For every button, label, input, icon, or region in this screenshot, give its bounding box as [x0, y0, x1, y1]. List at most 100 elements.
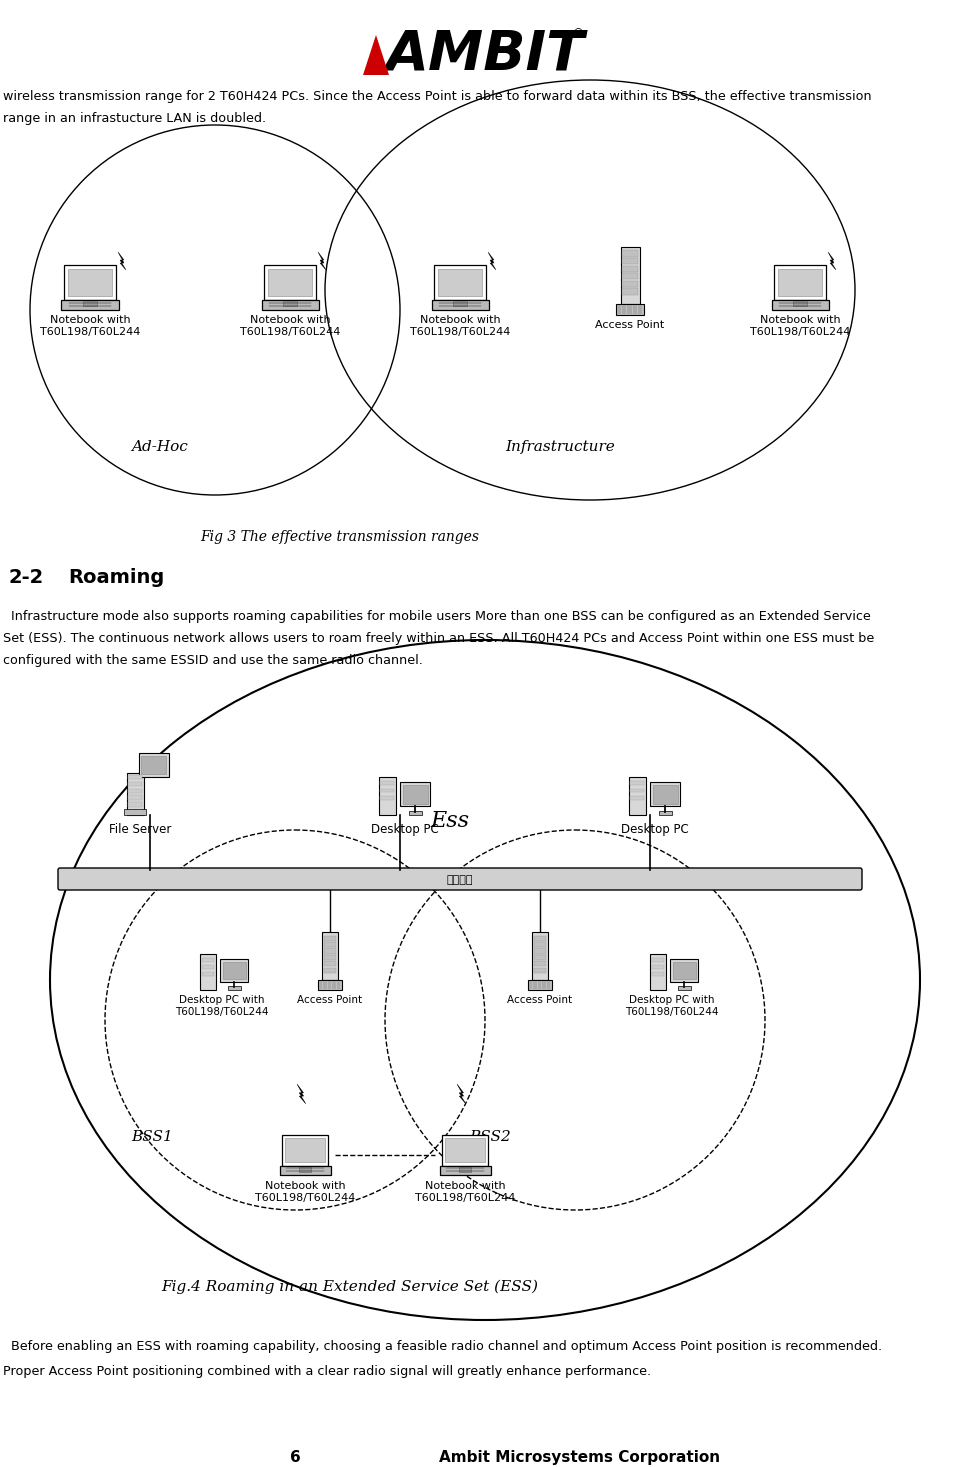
Bar [622, 289, 638, 295]
Bar [532, 933, 548, 980]
Bar [652, 973, 664, 976]
Bar [124, 808, 146, 816]
Bar [547, 981, 551, 989]
Bar [658, 811, 672, 816]
Bar [431, 299, 488, 310]
Bar [622, 305, 626, 314]
Bar [200, 954, 216, 990]
Bar [630, 797, 644, 800]
Bar [228, 986, 241, 990]
Text: Access Point: Access Point [508, 995, 573, 1005]
Bar [622, 280, 638, 288]
Text: Access Point: Access Point [297, 995, 362, 1005]
Bar [670, 959, 698, 981]
Polygon shape [488, 252, 496, 270]
Bar [409, 811, 422, 816]
Polygon shape [297, 1084, 306, 1103]
Bar [653, 785, 678, 804]
Text: Notebook with
T60L198/T60L244: Notebook with T60L198/T60L244 [415, 1181, 516, 1203]
Bar [622, 251, 638, 257]
Bar [438, 268, 482, 296]
Bar [652, 958, 664, 961]
Text: Ambit Microsystems Corporation: Ambit Microsystems Corporation [440, 1449, 720, 1466]
Bar [533, 981, 537, 989]
Text: Notebook with
T60L198/T60L244: Notebook with T60L198/T60L244 [410, 315, 510, 336]
Text: 2-2: 2-2 [8, 568, 44, 587]
Bar [673, 962, 696, 980]
Bar [538, 981, 542, 989]
Bar [629, 776, 646, 816]
Bar [381, 789, 394, 792]
Bar [268, 268, 312, 296]
Bar [534, 948, 547, 954]
Bar [622, 273, 638, 279]
Bar [633, 305, 637, 314]
Bar [202, 965, 215, 968]
Bar [323, 955, 336, 959]
Bar [318, 980, 342, 990]
Text: Desktop PC: Desktop PC [621, 823, 688, 836]
Text: AMBIT: AMBIT [385, 28, 585, 82]
Text: ®: ® [572, 28, 583, 38]
Bar [128, 795, 142, 800]
Text: 乙太網路: 乙太網路 [447, 874, 473, 885]
Bar [381, 780, 394, 785]
Text: Notebook with
T60L198/T60L244: Notebook with T60L198/T60L244 [750, 315, 851, 336]
Bar [529, 981, 532, 989]
Polygon shape [828, 252, 836, 270]
FancyBboxPatch shape [58, 868, 862, 890]
Bar [202, 973, 215, 976]
Bar [630, 789, 644, 792]
Bar [620, 246, 640, 304]
Text: 6: 6 [289, 1449, 300, 1466]
Text: File Server: File Server [109, 823, 171, 836]
Text: Infrastructure: Infrastructure [505, 440, 615, 453]
Bar [128, 789, 142, 792]
Bar [318, 981, 322, 989]
Bar [264, 266, 316, 299]
Bar [379, 776, 396, 816]
Bar [651, 782, 680, 807]
Bar [403, 785, 427, 804]
Bar [128, 775, 142, 779]
Bar [650, 954, 666, 990]
Bar [128, 802, 142, 807]
Bar [440, 1166, 490, 1175]
Bar [622, 258, 638, 264]
Bar [638, 305, 643, 314]
Text: Ad-Hoc: Ad-Hoc [132, 440, 188, 453]
Text: Notebook with
T60L198/T60L244: Notebook with T60L198/T60L244 [40, 315, 140, 336]
Bar [627, 305, 632, 314]
Text: Fig.4 Roaming in an Extended Service Set (ESS): Fig.4 Roaming in an Extended Service Set… [161, 1281, 539, 1294]
Bar [68, 268, 112, 296]
Bar [534, 936, 547, 940]
Bar [126, 773, 144, 816]
Text: Roaming: Roaming [68, 568, 164, 587]
Bar [328, 981, 331, 989]
Bar [323, 936, 336, 940]
Bar [652, 965, 664, 968]
Bar [453, 301, 467, 307]
Bar [434, 266, 486, 299]
Polygon shape [318, 252, 326, 270]
Bar [285, 1138, 324, 1162]
Text: Ess: Ess [430, 810, 470, 832]
Bar [220, 959, 249, 981]
Bar [774, 266, 825, 299]
Text: Infrastructure mode also supports roaming capabilities for mobile users More tha: Infrastructure mode also supports roamin… [3, 610, 871, 623]
Bar [630, 780, 644, 785]
Bar [282, 1135, 328, 1166]
Text: Set (ESS). The continuous network allows users to roam freely within an ESS. All: Set (ESS). The continuous network allows… [3, 632, 874, 645]
Bar [381, 797, 394, 800]
Bar [139, 753, 169, 776]
Polygon shape [457, 1084, 466, 1103]
Text: Desktop PC with
T60L198/T60L244: Desktop PC with T60L198/T60L244 [175, 995, 269, 1017]
Bar [400, 782, 430, 807]
Text: Fig 3 The effective transmission ranges: Fig 3 The effective transmission ranges [200, 530, 480, 544]
Bar [534, 968, 547, 973]
Text: Notebook with
T60L198/T60L244: Notebook with T60L198/T60L244 [254, 1181, 355, 1203]
Bar [64, 266, 116, 299]
Bar [323, 968, 336, 973]
Bar [778, 268, 821, 296]
Text: Access Point: Access Point [595, 320, 664, 330]
